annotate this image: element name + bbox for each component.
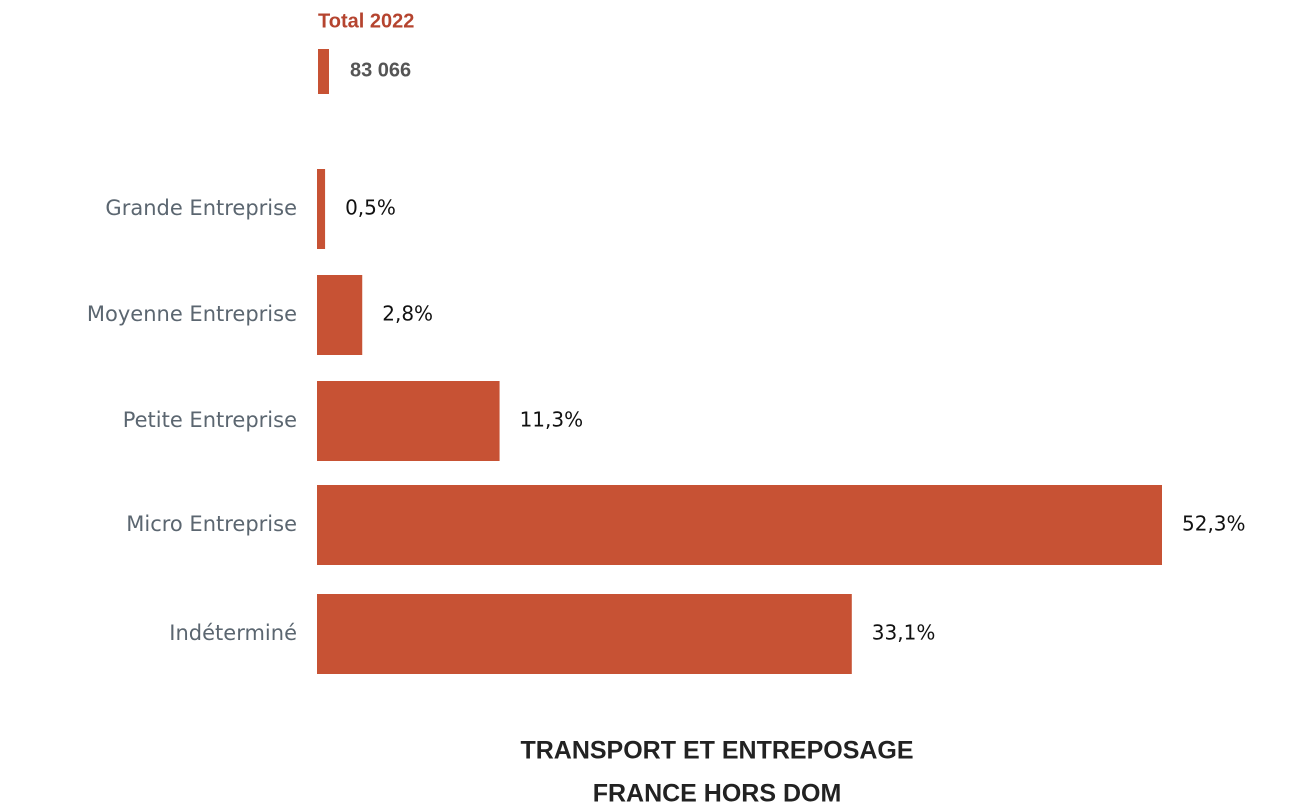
value-label: 2,8%: [382, 302, 433, 326]
category-label: Petite Entreprise: [123, 408, 297, 432]
chart-title: TRANSPORT ET ENTREPOSAGE: [520, 737, 913, 765]
bar: [317, 381, 500, 461]
total-marker: [318, 49, 329, 94]
total-label: Total 2022: [318, 10, 414, 32]
category-label: Micro Entreprise: [126, 512, 297, 536]
value-label: 52,3%: [1182, 512, 1246, 536]
value-label: 33,1%: [872, 621, 936, 645]
category-label: Indéterminé: [169, 621, 297, 645]
bar: [317, 169, 326, 249]
bar: [317, 485, 1162, 565]
chart-title: FRANCE HORS DOM: [593, 780, 842, 808]
category-label: Grande Entreprise: [105, 196, 297, 220]
bar: [317, 594, 852, 674]
value-label: 0,5%: [345, 196, 396, 220]
total-value: 83 066: [350, 59, 411, 81]
bar: [317, 275, 363, 355]
category-label: Moyenne Entreprise: [87, 302, 297, 326]
value-label: 11,3%: [520, 408, 584, 432]
